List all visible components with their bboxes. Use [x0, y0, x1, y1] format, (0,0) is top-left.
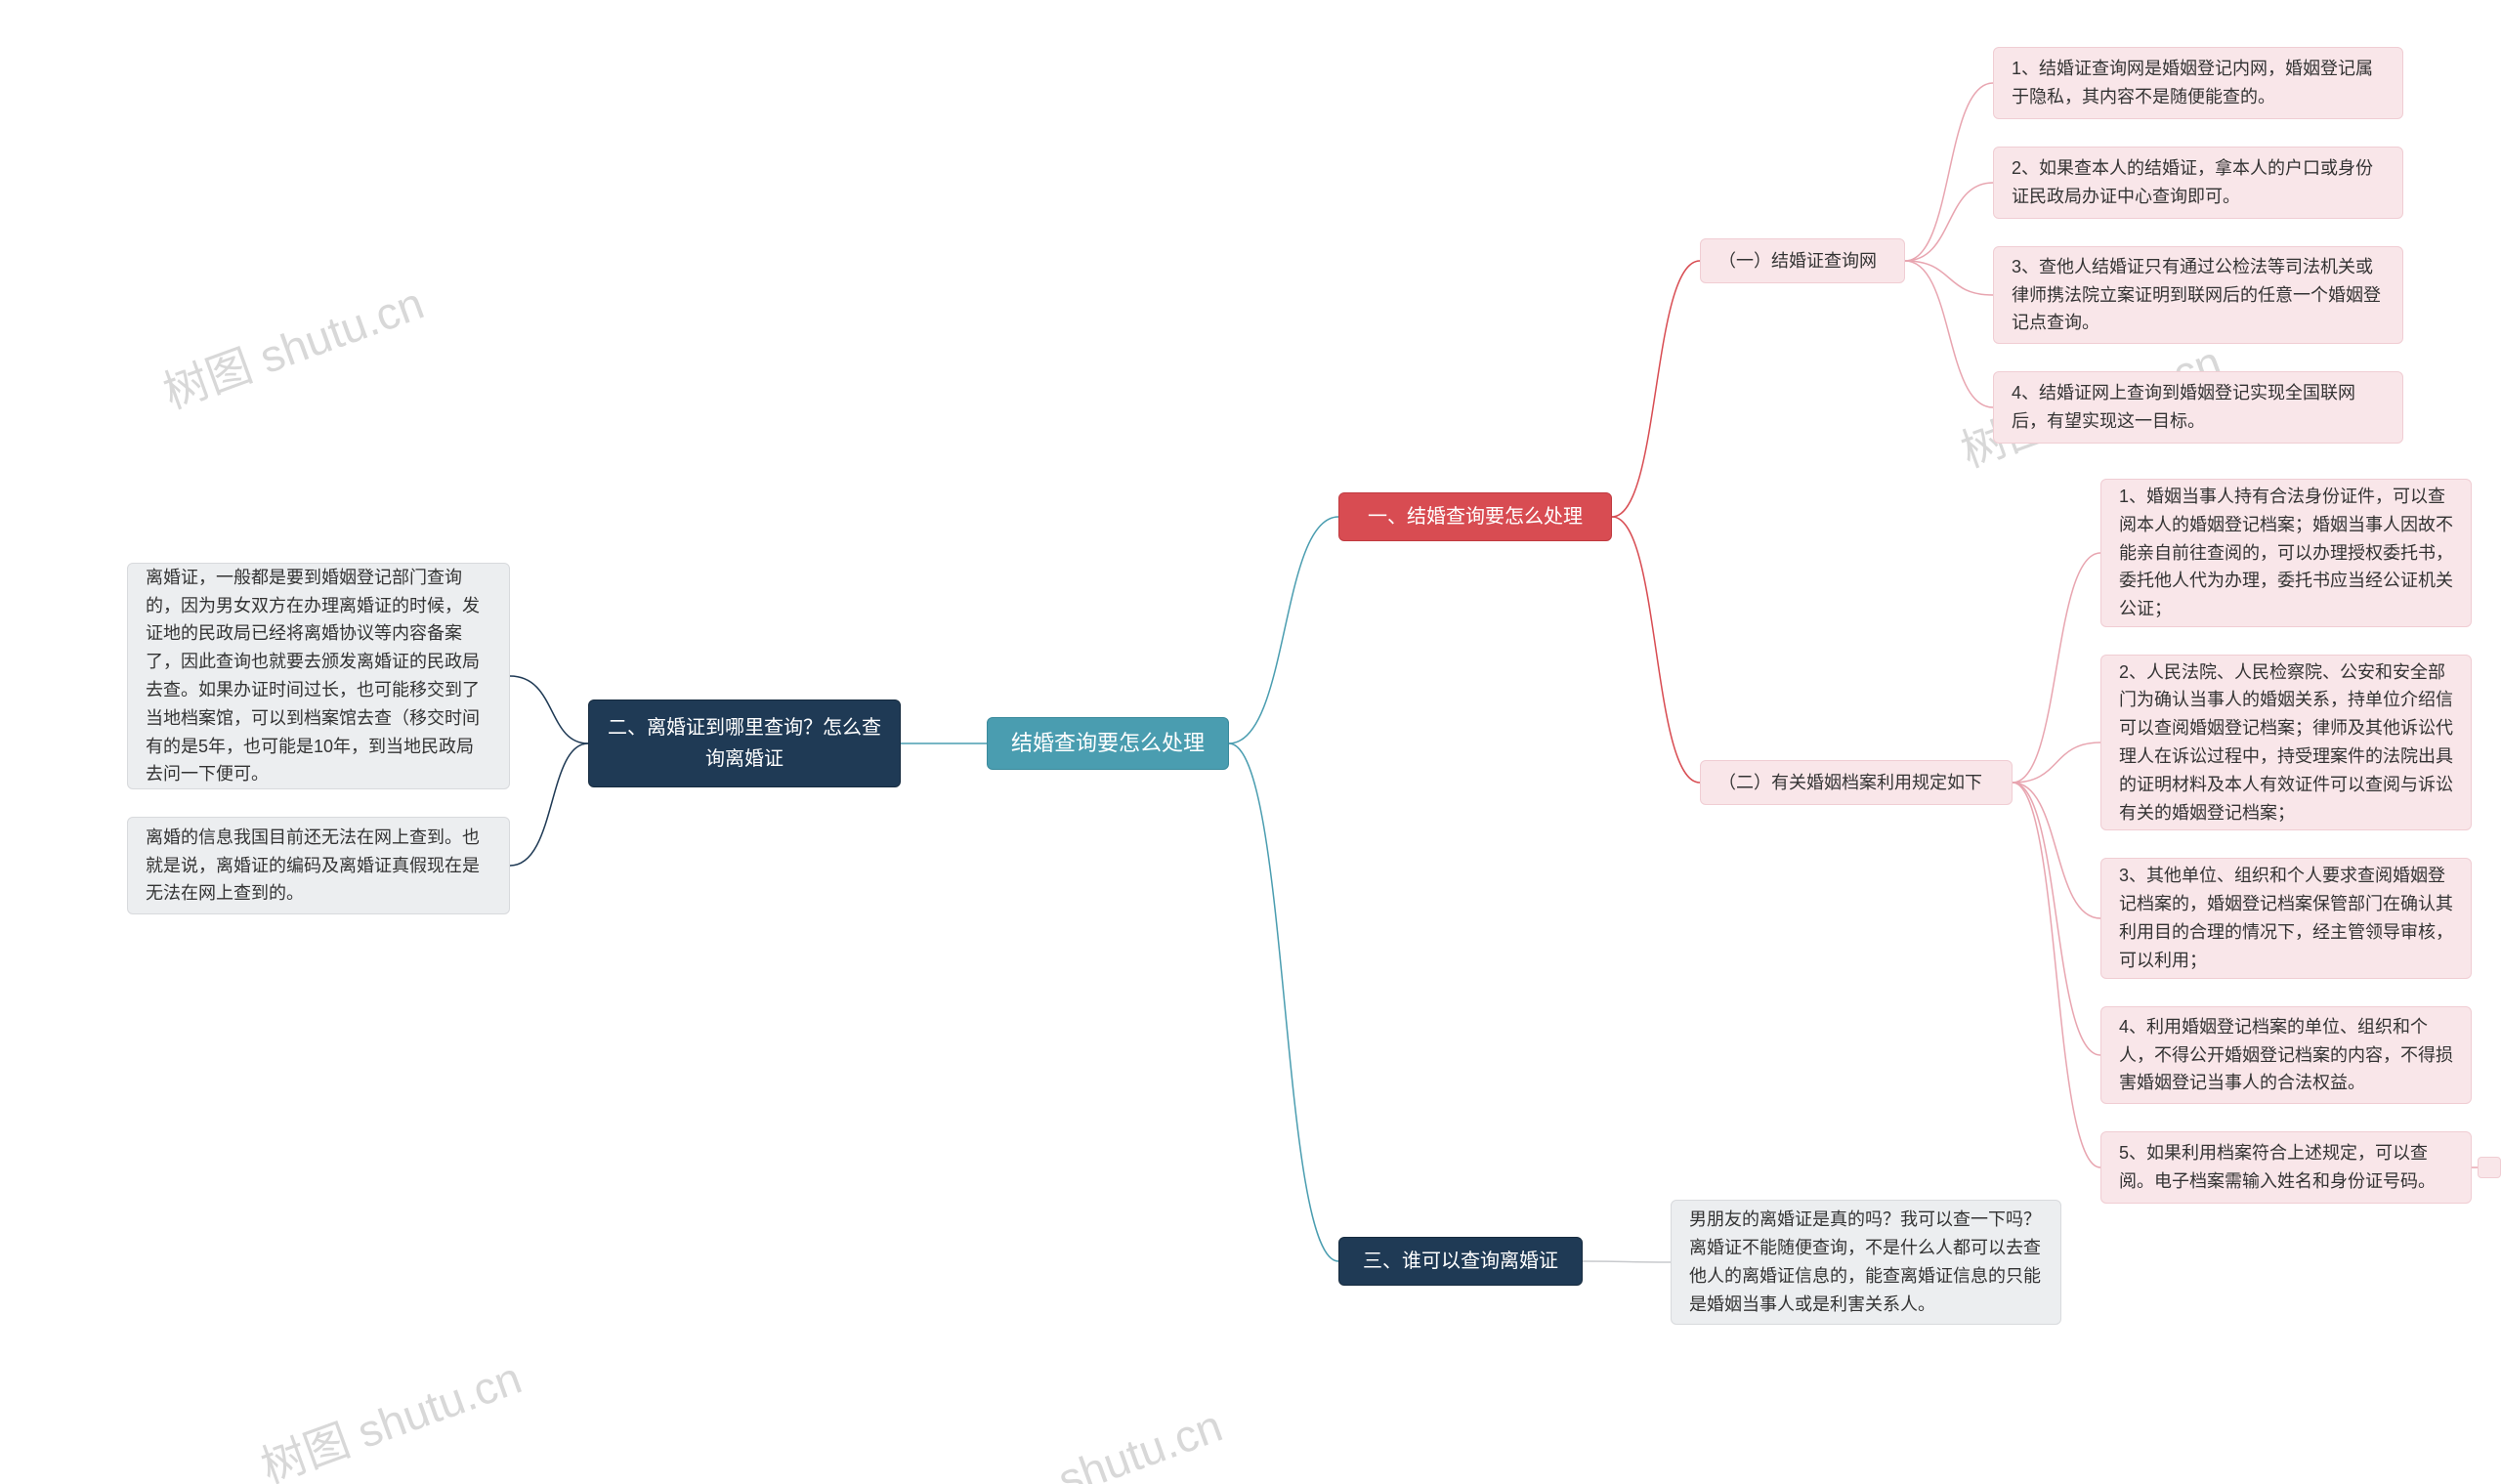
branch-1-1-label: （一）结婚证查询网 — [1718, 247, 1877, 276]
leaf-label: 4、结婚证网上查询到婚姻登记实现全国联网后，有望实现这一目标。 — [2012, 379, 2385, 436]
leaf-label: 离婚的信息我国目前还无法在网上查到。也就是说，离婚证的编码及离婚证真假现在是无法… — [146, 824, 491, 908]
root-node[interactable]: 结婚查询要怎么处理 — [987, 717, 1229, 770]
branch-1-2[interactable]: （二）有关婚姻档案利用规定如下 — [1700, 760, 2013, 805]
tiny-collapsed-node[interactable] — [2478, 1157, 2501, 1178]
leaf-label: 男朋友的离婚证是真的吗？我可以查一下吗？离婚证不能随便查询，不是什么人都可以去查… — [1689, 1206, 2043, 1318]
leaf-label: 2、如果查本人的结婚证，拿本人的户口或身份证民政局办证中心查询即可。 — [2012, 154, 2385, 211]
watermark: 树图 shutu.cn — [153, 268, 431, 421]
leaf-label: 3、其他单位、组织和个人要求查阅婚姻登记档案的，婚姻登记档案保管部门在确认其利用… — [2119, 862, 2453, 974]
leaf-label: 4、利用婚姻登记档案的单位、组织和个人，不得公开婚姻登记档案的内容，不得损害婚姻… — [2119, 1013, 2453, 1097]
leaf-1-1-2[interactable]: 2、如果查本人的结婚证，拿本人的户口或身份证民政局办证中心查询即可。 — [1993, 147, 2403, 219]
branch-1-label: 一、结婚查询要怎么处理 — [1368, 501, 1583, 532]
leaf-label: 3、查他人结婚证只有通过公检法等司法机关或律师携法院立案证明到联网后的任意一个婚… — [2012, 253, 2385, 337]
leaf-label: 1、婚姻当事人持有合法身份证件，可以查阅本人的婚姻登记档案；婚姻当事人因故不能亲… — [2119, 483, 2453, 623]
leaf-label: 1、结婚证查询网是婚姻登记内网，婚姻登记属于隐私，其内容不是随便能查的。 — [2012, 55, 2385, 111]
branch-2-label: 二、离婚证到哪里查询？怎么查询离婚证 — [607, 712, 882, 775]
leaf-1-2-4[interactable]: 4、利用婚姻登记档案的单位、组织和个人，不得公开婚姻登记档案的内容，不得损害婚姻… — [2100, 1006, 2472, 1104]
branch-1-1[interactable]: （一）结婚证查询网 — [1700, 238, 1905, 283]
branch-1[interactable]: 一、结婚查询要怎么处理 — [1338, 492, 1612, 541]
leaf-1-1-1[interactable]: 1、结婚证查询网是婚姻登记内网，婚姻登记属于隐私，其内容不是随便能查的。 — [1993, 47, 2403, 119]
branch-3[interactable]: 三、谁可以查询离婚证 — [1338, 1237, 1583, 1286]
leaf-1-1-3[interactable]: 3、查他人结婚证只有通过公检法等司法机关或律师携法院立案证明到联网后的任意一个婚… — [1993, 246, 2403, 344]
leaf-3-1[interactable]: 男朋友的离婚证是真的吗？我可以查一下吗？离婚证不能随便查询，不是什么人都可以去查… — [1671, 1200, 2061, 1325]
leaf-2-2[interactable]: 离婚的信息我国目前还无法在网上查到。也就是说，离婚证的编码及离婚证真假现在是无法… — [127, 817, 510, 914]
leaf-label: 5、如果利用档案符合上述规定，可以查阅。电子档案需输入姓名和身份证号码。 — [2119, 1139, 2453, 1196]
leaf-1-2-5[interactable]: 5、如果利用档案符合上述规定，可以查阅。电子档案需输入姓名和身份证号码。 — [2100, 1131, 2472, 1204]
leaf-label: 离婚证，一般都是要到婚姻登记部门查询的，因为男女双方在办理离婚证的时候，发证地的… — [146, 564, 491, 788]
leaf-1-2-2[interactable]: 2、人民法院、人民检察院、公安和安全部门为确认当事人的婚姻关系，持单位介绍信可以… — [2100, 655, 2472, 830]
watermark: shutu.cn — [1051, 1399, 1229, 1484]
leaf-1-2-1[interactable]: 1、婚姻当事人持有合法身份证件，可以查阅本人的婚姻登记档案；婚姻当事人因故不能亲… — [2100, 479, 2472, 627]
leaf-1-2-3[interactable]: 3、其他单位、组织和个人要求查阅婚姻登记档案的，婚姻登记档案保管部门在确认其利用… — [2100, 858, 2472, 979]
branch-3-label: 三、谁可以查询离婚证 — [1363, 1246, 1558, 1277]
watermark: 树图 shutu.cn — [251, 1342, 529, 1484]
leaf-1-1-4[interactable]: 4、结婚证网上查询到婚姻登记实现全国联网后，有望实现这一目标。 — [1993, 371, 2403, 444]
branch-1-2-label: （二）有关婚姻档案利用规定如下 — [1718, 769, 1982, 797]
leaf-label: 2、人民法院、人民检察院、公安和安全部门为确认当事人的婚姻关系，持单位介绍信可以… — [2119, 658, 2453, 827]
branch-2[interactable]: 二、离婚证到哪里查询？怎么查询离婚证 — [588, 700, 901, 787]
root-label: 结婚查询要怎么处理 — [1011, 726, 1205, 760]
leaf-2-1[interactable]: 离婚证，一般都是要到婚姻登记部门查询的，因为男女双方在办理离婚证的时候，发证地的… — [127, 563, 510, 789]
